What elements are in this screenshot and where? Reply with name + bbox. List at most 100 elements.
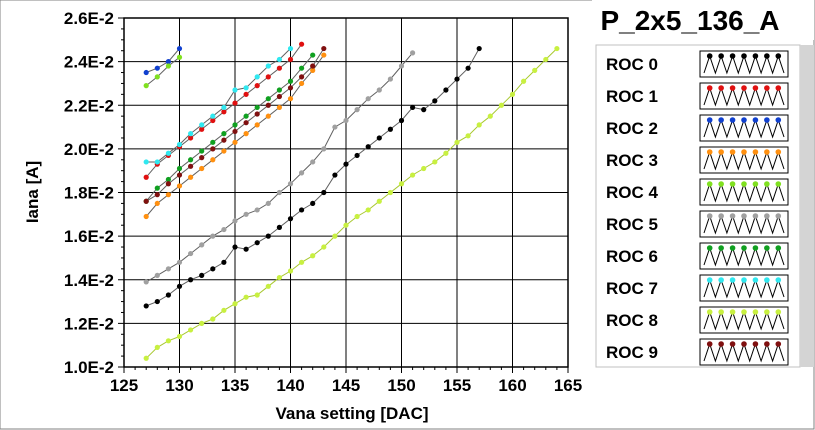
legend-swatch-marker [775,53,782,59]
legend-swatch-marker [752,277,759,283]
data-point-roc-8 [176,333,183,340]
legend-swatch-marker [741,85,747,91]
x-tick-label: 125 [110,376,138,395]
y-tick-label: 1.6E-2 [64,227,114,246]
data-point-roc-1 [265,74,271,80]
legend-swatch-marker [718,213,724,219]
data-point-roc-0 [321,189,327,196]
data-point-roc-7 [199,122,205,128]
data-point-roc-5 [376,87,382,93]
data-point-roc-0 [310,200,316,207]
series-roc-6 [143,52,316,204]
data-point-roc-5 [332,124,338,130]
data-point-roc-5 [310,159,316,165]
grid [124,18,568,367]
data-point-roc-3 [221,148,227,154]
data-point-roc-2 [154,65,160,71]
data-point-roc-3 [199,165,205,172]
legend-swatch-marker [752,117,759,123]
legend-swatch-marker [718,85,724,91]
legend-swatch-marker [718,341,724,347]
data-point-roc-0 [332,172,338,178]
data-point-roc-3 [143,213,149,220]
data-point-roc-0 [343,161,349,167]
legend-swatch-marker [752,181,759,187]
y-axis-label: Iana [A] [23,161,42,223]
data-point-roc-7 [232,87,238,93]
legend-swatch-marker [706,85,713,91]
data-point-roc-8 [454,139,460,145]
data-point-roc-1 [287,56,294,63]
data-point-roc-0 [299,207,305,213]
data-point-roc-5 [299,170,305,176]
legend-swatch-marker [741,309,747,315]
data-point-roc-0 [199,272,205,278]
data-point-roc-5 [176,259,183,265]
legend-swatch-marker [764,149,770,155]
data-point-roc-7 [287,45,294,52]
data-point-roc-7 [165,150,171,156]
legend-label: ROC 5 [606,215,658,234]
x-tick-label: 155 [443,376,471,395]
data-point-roc-7 [154,159,160,165]
data-point-roc-4 [154,74,160,80]
data-point-roc-6 [176,165,183,172]
series-roc-5 [143,50,416,285]
data-point-roc-5 [210,233,216,239]
x-tick-label: 160 [498,376,526,395]
data-point-roc-5 [165,266,171,272]
data-point-roc-4 [176,54,183,60]
data-point-roc-0 [476,45,482,52]
data-point-roc-0 [265,233,271,239]
legend-entry-roc-3: ROC 3 [606,146,789,174]
data-point-roc-8 [509,91,516,97]
data-point-roc-4 [165,63,171,69]
x-tick-label: 130 [165,376,193,395]
data-point-roc-9 [254,111,260,117]
data-point-roc-6 [265,96,271,102]
data-point-roc-6 [310,52,316,58]
data-point-roc-6 [287,78,294,84]
legend-swatch-marker [741,53,747,59]
legend-swatch-marker [752,245,759,251]
data-point-roc-7 [276,56,282,63]
data-point-roc-7 [243,85,249,91]
data-point-roc-9 [310,63,316,69]
legend-swatch-marker [706,53,713,59]
data-point-roc-2 [165,59,171,65]
x-tick-label: 145 [332,376,360,395]
series-roc-2 [143,45,183,76]
legend-swatch-marker [718,309,724,315]
data-point-roc-6 [154,185,160,191]
data-point-roc-8 [143,355,149,361]
legend-swatch-marker [775,309,782,315]
data-point-roc-0 [387,126,393,132]
legend-entry-roc-7: ROC 7 [606,274,789,302]
data-point-roc-8 [387,189,393,196]
data-point-roc-6 [210,139,216,145]
data-point-roc-1 [188,135,194,141]
legend-swatch-marker [764,213,770,219]
legend-swatch-marker [706,149,713,155]
legend-swatch-marker [775,341,782,347]
data-point-roc-8 [165,338,171,344]
data-point-roc-0 [232,244,238,250]
y-tick-label: 1.4E-2 [64,271,114,290]
y-tick-label: 2.0E-2 [64,140,114,159]
legend-swatch-marker [706,341,713,347]
data-point-roc-7 [254,74,260,80]
data-point-roc-8 [243,294,249,300]
data-point-roc-0 [410,104,416,111]
legend-label: ROC 8 [606,311,658,330]
legend-swatch-marker [775,213,782,219]
data-point-roc-5 [199,242,205,248]
data-point-roc-1 [299,41,305,47]
legend-entry-roc-4: ROC 4 [606,178,789,206]
data-point-roc-3 [254,122,260,128]
data-point-roc-5 [143,279,149,285]
data-point-roc-0 [188,277,194,283]
legend-swatch-marker [752,149,759,155]
data-point-roc-7 [188,131,194,137]
y-tick-label: 1.2E-2 [64,314,114,333]
data-point-roc-9 [243,120,249,126]
